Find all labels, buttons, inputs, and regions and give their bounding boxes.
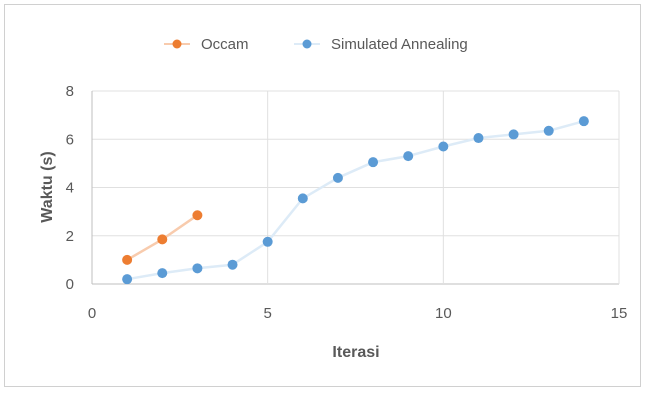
- x-tick-label: 5: [263, 305, 271, 322]
- series-line-simulated-annealing: [126, 119, 585, 281]
- data-point-simulated-annealing: [262, 236, 273, 247]
- data-point-occam: [122, 254, 133, 265]
- x-tick-label: 0: [88, 305, 96, 322]
- x-tick-label: 15: [611, 305, 628, 322]
- legend-marker-simulated-annealing: [302, 39, 312, 49]
- data-point-occam: [192, 210, 203, 221]
- series-layer: [122, 116, 589, 285]
- data-point-simulated-annealing: [192, 263, 203, 274]
- data-point-simulated-annealing: [438, 141, 449, 152]
- x-tick-label: 10: [435, 305, 452, 322]
- y-tick-label: 2: [66, 228, 74, 245]
- data-point-simulated-annealing: [332, 172, 343, 183]
- data-point-simulated-annealing: [122, 274, 133, 285]
- y-tick-label: 0: [66, 276, 74, 293]
- y-tick-label: 4: [66, 180, 74, 197]
- y-axis-title: Waktu (s): [39, 151, 56, 222]
- legend-label-occam: Occam: [201, 36, 249, 53]
- data-point-simulated-annealing: [368, 157, 379, 168]
- legend-label-simulated-annealing: Simulated Annealing: [331, 36, 468, 53]
- legend: Occam Simulated Annealing: [164, 36, 468, 53]
- tick-labels: 0 2 4 6 8 0 5 10 15: [66, 83, 628, 322]
- data-point-simulated-annealing: [227, 259, 238, 270]
- data-point-simulated-annealing: [157, 268, 168, 279]
- gridlines: [91, 90, 620, 285]
- data-point-simulated-annealing: [473, 133, 484, 144]
- data-point-simulated-annealing: [543, 125, 554, 136]
- data-point-simulated-annealing: [578, 116, 589, 127]
- chart-frame: [4, 4, 641, 387]
- y-tick-label: 8: [66, 83, 74, 100]
- data-point-simulated-annealing: [297, 193, 308, 204]
- x-axis-title: Iterasi: [332, 344, 379, 361]
- legend-marker-occam: [172, 39, 182, 49]
- data-point-simulated-annealing: [508, 129, 519, 140]
- data-point-simulated-annealing: [403, 151, 414, 162]
- y-tick-label: 6: [66, 131, 74, 148]
- data-point-occam: [157, 234, 168, 245]
